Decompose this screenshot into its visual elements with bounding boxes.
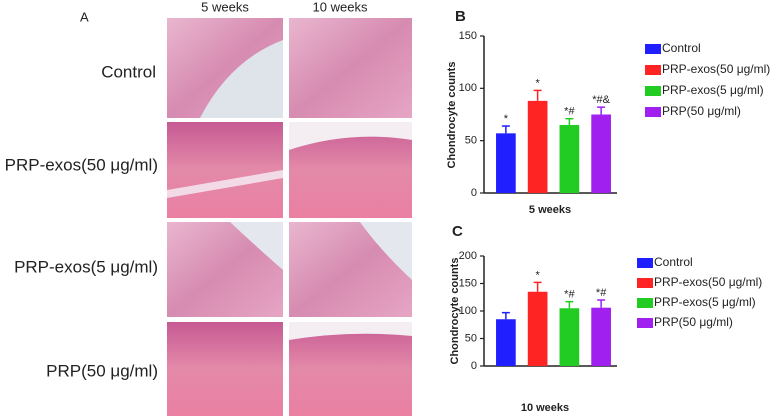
significance-label: *# <box>596 287 607 299</box>
bar <box>527 291 548 366</box>
legend-swatch <box>637 278 653 288</box>
legend-label: PRP-exos(5 μg/ml) <box>662 83 764 97</box>
histology-detail <box>200 40 283 118</box>
row-label: PRP-exos(50 μg/ml) <box>5 155 158 174</box>
y-tick-label: 150 <box>459 30 477 42</box>
histology-panels <box>167 18 412 416</box>
bar <box>496 133 516 193</box>
histology-image <box>167 322 283 416</box>
row-label: Control <box>101 62 156 81</box>
legend-label: PRP-exos(50 μg/ml) <box>654 275 762 289</box>
panel-letter: B <box>455 8 466 25</box>
y-tick-label: 200 <box>459 250 477 262</box>
histology-detail <box>167 170 283 198</box>
legend-swatch <box>645 44 661 54</box>
legend-label: Control <box>662 41 701 55</box>
bar <box>591 307 611 366</box>
significance-label: * <box>504 113 509 125</box>
y-tick-label: 150 <box>459 277 477 289</box>
row-label: PRP-exos(5 μg/ml) <box>14 257 158 276</box>
y-tick-label: 50 <box>465 332 477 344</box>
significance-label: *# <box>564 289 575 301</box>
row-label: PRP(50 μg/ml) <box>46 361 158 380</box>
significance-label: *#& <box>592 94 610 106</box>
histology-image <box>167 122 283 218</box>
histology-detail <box>360 222 412 280</box>
x-axis-label: 10 weeks <box>521 402 569 414</box>
histology-detail <box>289 322 412 340</box>
y-axis-label: Chondrocyte counts <box>449 258 461 365</box>
x-axis-label: 5 weeks <box>529 204 571 216</box>
legend-swatch <box>637 318 653 328</box>
panel-letter: A <box>80 9 89 24</box>
column-header: 5 weeks <box>201 0 249 14</box>
y-tick-label: 100 <box>459 305 477 317</box>
y-tick-label: 0 <box>471 187 477 199</box>
histology-detail <box>230 222 283 270</box>
histology-image <box>289 18 412 118</box>
histology-detail <box>289 122 412 150</box>
legend-label: PRP-exos(50 μg/ml) <box>662 62 770 76</box>
legend-label: PRP(50 μg/ml) <box>654 315 733 329</box>
significance-label: *# <box>564 106 575 118</box>
bar <box>496 319 516 366</box>
significance-label: * <box>535 77 540 89</box>
legend-swatch <box>645 86 661 96</box>
significance-label: * <box>535 269 540 281</box>
legend-swatch <box>645 65 661 75</box>
y-tick-label: 100 <box>459 82 477 94</box>
y-tick-label: 0 <box>471 360 477 372</box>
bar <box>527 100 548 193</box>
column-header: 10 weeks <box>313 0 368 14</box>
legend-label: PRP-exos(5 μg/ml) <box>654 295 756 309</box>
histology-image <box>289 322 412 416</box>
panel-letter: C <box>452 223 463 240</box>
y-tick-label: 50 <box>465 135 477 147</box>
legend-label: PRP(50 μg/ml) <box>662 104 741 118</box>
bar <box>559 124 580 193</box>
legend-swatch <box>645 107 661 117</box>
bar <box>591 114 611 193</box>
y-axis-label: Chondrocyte counts <box>446 62 458 169</box>
legend-swatch <box>637 298 653 308</box>
bar <box>559 308 580 366</box>
legend-swatch <box>637 258 653 268</box>
legend-label: Control <box>654 255 693 269</box>
